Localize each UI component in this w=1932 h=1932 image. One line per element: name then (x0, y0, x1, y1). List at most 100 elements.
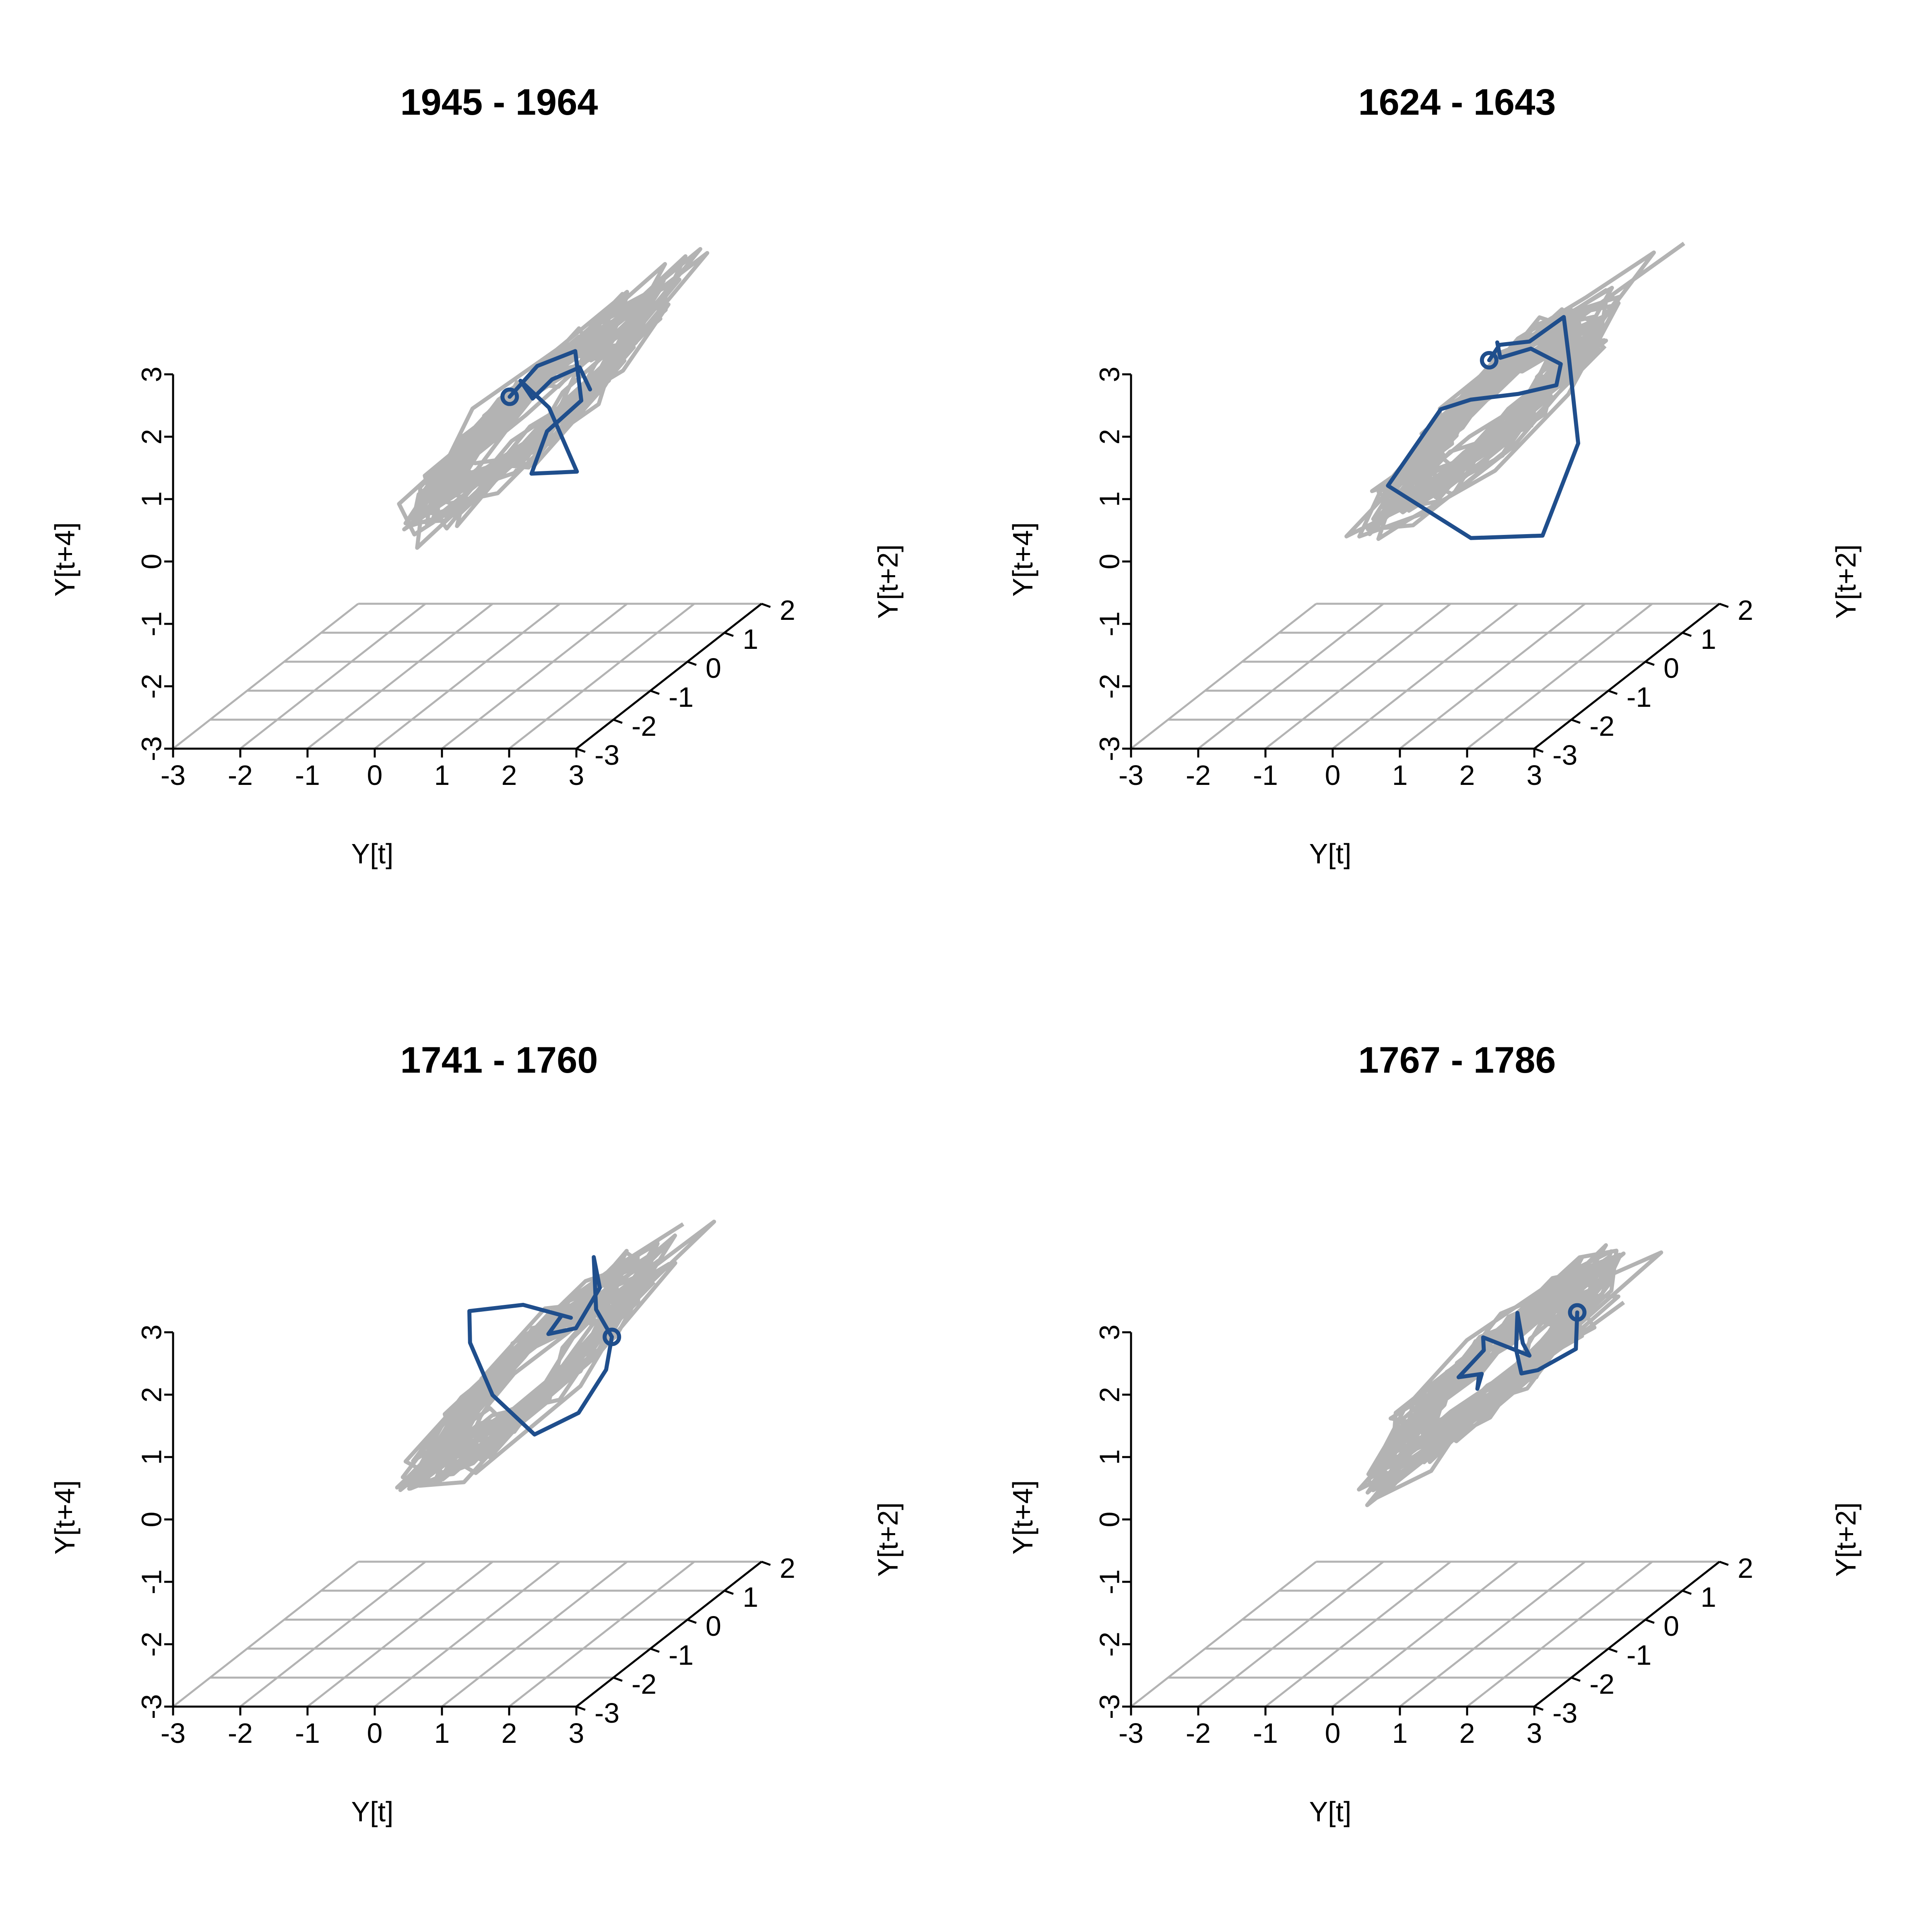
grid-line (508, 603, 695, 749)
y-tick (650, 1647, 660, 1653)
z-tick-label: -2 (136, 674, 167, 699)
y-tick (613, 1676, 623, 1682)
highlight-trajectory (467, 1255, 614, 1437)
y-tick-label: 0 (1664, 1610, 1679, 1642)
grid-line (441, 603, 628, 749)
z-tick-label: 3 (1094, 367, 1125, 382)
floor-grid (172, 603, 762, 750)
y-tick-label: -1 (669, 681, 694, 713)
z-tick-label: -3 (1094, 736, 1125, 761)
y-tick-label: -1 (1627, 1639, 1651, 1671)
x-tick-label: -3 (1119, 760, 1144, 791)
grid-line (172, 1561, 359, 1707)
grid-line (508, 1561, 695, 1707)
background-trajectory (397, 247, 710, 550)
x-tick-label: 1 (1392, 760, 1408, 791)
y-tick-label: 2 (1738, 1552, 1753, 1584)
z-axis-label: Y[t+4] (49, 1480, 80, 1555)
z-tick-label: -1 (1094, 611, 1125, 636)
grid-line (1197, 603, 1384, 749)
z-tick-label: -1 (1094, 1569, 1125, 1594)
grid-line (1197, 1561, 1384, 1707)
y-axis-line (576, 603, 762, 749)
y-tick (576, 747, 586, 753)
panel-1945-1964: 1945 - 1964-3 -2 -1 0 1 2 3-3-2-1012-3-2-10123… (49, 82, 904, 869)
x-tick-label: -3 (161, 760, 186, 791)
z-tick-label: 0 (1094, 554, 1125, 570)
x-tick-label: -3 (161, 1717, 186, 1749)
z-tick-label: 1 (1094, 1449, 1125, 1465)
z-tick-label: -2 (136, 1632, 167, 1657)
x-axis-label: Y[t] (351, 838, 393, 869)
y-axis-line (576, 1561, 762, 1707)
x-axis-label: Y[t] (1309, 838, 1351, 869)
x-tick-label: -2 (1186, 760, 1211, 791)
y-tick (687, 661, 697, 666)
z-tick-label: -1 (136, 1569, 167, 1594)
y-tick-label: -3 (1552, 1697, 1577, 1729)
y-tick-label: 2 (780, 594, 795, 626)
y-axis-label: Y[t+2] (1830, 1503, 1862, 1577)
grid-line (239, 603, 426, 749)
x-axis-label: Y[t] (351, 1796, 393, 1827)
grid-line (239, 1561, 426, 1707)
x-tick-label: -3 (1119, 1717, 1144, 1749)
y-tick-label: -1 (669, 1639, 694, 1671)
x-tick-label: 1 (434, 1717, 450, 1749)
y-tick-label: -3 (1552, 739, 1577, 771)
x-tick-label: 3 (569, 1717, 584, 1749)
x-tick-label: 0 (367, 1717, 383, 1749)
grid-line (307, 1561, 493, 1707)
z-tick-label: 1 (136, 491, 167, 507)
background-trajectory (395, 1220, 716, 1492)
x-tick-label: 3 (1527, 1717, 1542, 1749)
y-tick (1682, 632, 1692, 637)
y-tick (1719, 1560, 1729, 1566)
z-tick-label: 2 (1094, 1387, 1125, 1403)
x-tick-label: -2 (228, 1717, 253, 1749)
z-tick-label: 0 (136, 554, 167, 570)
y-axis-line (1534, 603, 1720, 749)
grid-line (1130, 603, 1317, 749)
y-tick-label: 2 (780, 1552, 795, 1584)
highlight-trajectory (1456, 1310, 1579, 1391)
panel-title: 1945 - 1964 (400, 82, 598, 123)
x-tick-label: -1 (295, 760, 320, 791)
y-tick (650, 689, 660, 695)
z-tick-label: 3 (136, 367, 167, 382)
panel-title: 1624 - 1643 (1358, 82, 1556, 123)
z-tick-label: -2 (1094, 1632, 1125, 1657)
x-tick-label: 0 (1325, 1717, 1341, 1749)
y-tick (1645, 1618, 1655, 1624)
x-tick-label: 0 (1325, 760, 1341, 791)
y-tick-label: -3 (594, 1697, 619, 1729)
grid-line (1130, 1561, 1317, 1707)
y-tick (724, 1589, 734, 1595)
z-axis-label: Y[t+4] (1007, 522, 1038, 597)
x-tick-label: -2 (1186, 1717, 1211, 1749)
floor-grid (172, 1560, 762, 1708)
grid-line (307, 603, 493, 749)
y-axis-label: Y[t+2] (1830, 545, 1862, 619)
y-tick (1645, 661, 1655, 666)
x-tick-label: 3 (569, 760, 584, 791)
x-axis-label: Y[t] (1309, 1796, 1351, 1827)
z-tick-label: -3 (1094, 1694, 1125, 1719)
grid-line (374, 1561, 561, 1707)
z-tick-label: 2 (136, 429, 167, 445)
panel-1624-1643: 1624 - 1643-3 -2 -1 0 1 2 3-3-2-1012-3-2-10123… (1007, 82, 1862, 869)
y-tick (1608, 1647, 1618, 1653)
y-tick-label: 1 (1701, 623, 1716, 655)
z-tick-label: 1 (136, 1449, 167, 1465)
y-tick (576, 1705, 586, 1711)
y-tick-label: -2 (1589, 710, 1614, 742)
z-tick-label: 0 (136, 1512, 167, 1527)
y-tick (1608, 689, 1618, 695)
grid-line (1399, 1561, 1586, 1707)
grid-line (374, 603, 561, 749)
y-tick (1571, 718, 1581, 724)
x-tick-label: -2 (228, 760, 253, 791)
x-tick-label: 1 (434, 760, 450, 791)
x-tick-label: 2 (502, 760, 517, 791)
